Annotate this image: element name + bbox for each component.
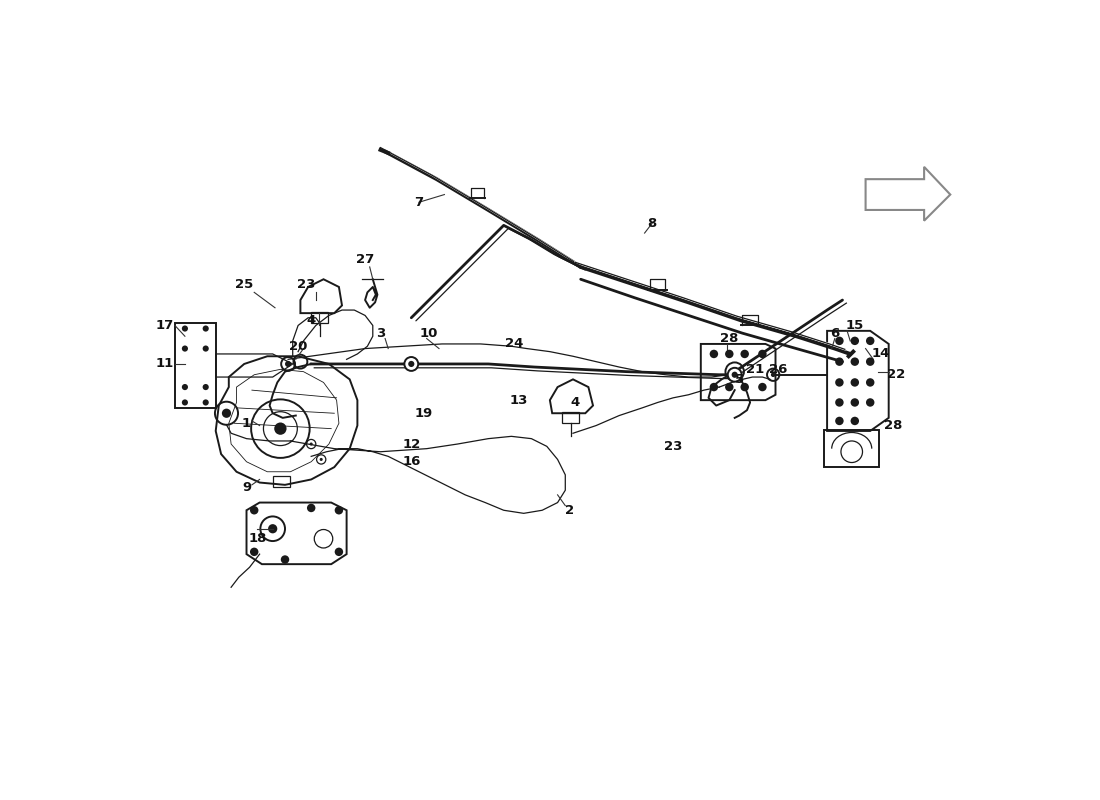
Text: 28: 28: [720, 332, 738, 345]
Circle shape: [850, 337, 859, 345]
Circle shape: [740, 350, 749, 358]
Circle shape: [866, 358, 874, 366]
Circle shape: [771, 373, 775, 377]
Text: 23: 23: [664, 440, 682, 453]
Text: 25: 25: [235, 278, 253, 291]
Bar: [273, 476, 289, 487]
Text: 21: 21: [746, 363, 763, 376]
Circle shape: [222, 409, 231, 418]
Text: 20: 20: [289, 340, 307, 353]
Text: 27: 27: [356, 253, 374, 266]
Circle shape: [866, 378, 874, 386]
Circle shape: [268, 524, 277, 534]
Text: 2: 2: [565, 504, 574, 517]
Text: 13: 13: [510, 394, 528, 406]
Circle shape: [850, 358, 859, 366]
Text: 7: 7: [415, 196, 424, 209]
Text: 6: 6: [830, 326, 839, 340]
Circle shape: [307, 504, 316, 512]
Circle shape: [732, 372, 738, 378]
Circle shape: [320, 458, 322, 461]
Circle shape: [182, 346, 188, 352]
Circle shape: [250, 548, 258, 556]
Text: 18: 18: [249, 532, 266, 546]
Circle shape: [758, 383, 767, 391]
Circle shape: [728, 368, 741, 382]
Circle shape: [835, 417, 844, 425]
Circle shape: [405, 357, 418, 371]
Circle shape: [280, 555, 289, 564]
Circle shape: [408, 361, 415, 367]
Circle shape: [182, 399, 188, 406]
Circle shape: [710, 350, 718, 358]
Circle shape: [334, 548, 343, 556]
Circle shape: [310, 442, 312, 446]
Text: 14: 14: [872, 347, 890, 361]
Text: 4: 4: [307, 314, 316, 327]
Circle shape: [850, 417, 859, 425]
Text: 5: 5: [735, 373, 744, 386]
Circle shape: [835, 337, 844, 345]
Circle shape: [866, 398, 874, 406]
Bar: [824, 430, 880, 467]
Text: 28: 28: [884, 419, 902, 432]
Circle shape: [202, 346, 209, 352]
Circle shape: [202, 384, 209, 390]
Text: 4: 4: [571, 396, 580, 409]
Circle shape: [866, 337, 874, 345]
Text: 1: 1: [242, 417, 251, 430]
Text: 26: 26: [769, 363, 786, 376]
Text: 8: 8: [648, 217, 657, 230]
Bar: [562, 413, 579, 423]
Circle shape: [835, 378, 844, 386]
Circle shape: [730, 368, 738, 375]
Circle shape: [710, 383, 718, 391]
Text: 17: 17: [156, 319, 174, 332]
Text: 15: 15: [846, 319, 864, 332]
Text: 24: 24: [505, 338, 522, 350]
Circle shape: [274, 422, 286, 435]
Text: 23: 23: [297, 278, 315, 291]
Circle shape: [182, 326, 188, 332]
Circle shape: [285, 361, 292, 367]
Circle shape: [334, 506, 343, 514]
Circle shape: [202, 399, 209, 406]
Text: 16: 16: [403, 455, 420, 468]
Circle shape: [725, 350, 734, 358]
Circle shape: [758, 350, 767, 358]
Text: 22: 22: [888, 368, 905, 382]
Circle shape: [835, 358, 844, 366]
Text: 19: 19: [415, 406, 432, 420]
Circle shape: [850, 398, 859, 406]
Circle shape: [725, 383, 734, 391]
Circle shape: [835, 398, 844, 406]
Text: 9: 9: [242, 481, 251, 494]
Circle shape: [250, 506, 258, 514]
Circle shape: [850, 378, 859, 386]
Text: 10: 10: [420, 326, 438, 340]
Circle shape: [202, 326, 209, 332]
Circle shape: [182, 384, 188, 390]
Circle shape: [740, 383, 749, 391]
Text: 11: 11: [156, 358, 174, 370]
Text: 3: 3: [376, 326, 385, 340]
Text: 12: 12: [403, 438, 420, 450]
Bar: [311, 312, 328, 323]
